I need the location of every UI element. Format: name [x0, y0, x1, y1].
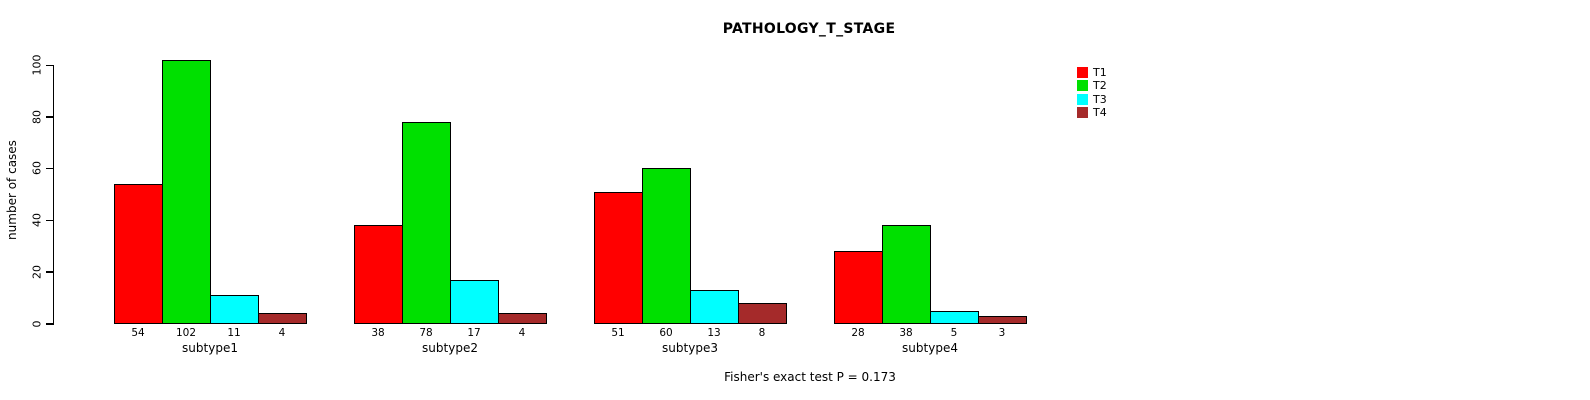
- annotation-text: Fisher's exact test P = 0.173: [724, 370, 896, 384]
- bar-T1-subtype4: [834, 251, 883, 325]
- chart-title: PATHOLOGY_T_STAGE: [722, 21, 896, 37]
- y-tick-label: 20: [30, 264, 44, 279]
- legend: T1 T2 T3 T4: [1077, 67, 1107, 120]
- bar-T3-subtype1: [210, 295, 259, 325]
- legend-item-T4: T4: [1077, 105, 1107, 119]
- y-tick-label: 40: [30, 213, 44, 228]
- bar-T2-subtype4: [882, 225, 931, 325]
- bar-value-label: 5: [950, 327, 958, 339]
- bar-value-label: 54: [131, 327, 145, 339]
- category-label-subtype2: subtype2: [422, 341, 478, 355]
- bar-value-label: 11: [227, 327, 241, 339]
- y-tick: [46, 64, 54, 66]
- legend-label: T1: [1093, 66, 1107, 79]
- category-label-subtype4: subtype4: [902, 341, 958, 355]
- legend-label: T3: [1093, 92, 1107, 106]
- bar-value-label: 78: [419, 327, 433, 339]
- legend-swatch-T3: [1077, 93, 1088, 105]
- y-axis-label: number of cases: [5, 140, 19, 240]
- y-tick: [46, 116, 54, 118]
- bar-value-label: 4: [518, 327, 526, 339]
- bar-T2-subtype3: [642, 168, 691, 325]
- y-axis-line: [52, 65, 54, 325]
- bar-value-label: 13: [707, 327, 721, 339]
- bar-value-label: 8: [758, 327, 766, 339]
- y-tick: [46, 167, 54, 170]
- category-label-subtype1: subtype1: [182, 341, 238, 355]
- bar-T4-subtype2: [498, 313, 547, 325]
- bar-T1-subtype1: [114, 183, 163, 325]
- bar-value-label: 4: [278, 327, 286, 339]
- legend-label: T4: [1093, 105, 1107, 119]
- bar-T3-subtype2: [450, 279, 499, 325]
- y-tick: [46, 271, 54, 273]
- bar-value-label: 60: [659, 327, 673, 339]
- bar-value-label: 28: [851, 327, 865, 339]
- bar-T2-subtype2: [402, 121, 451, 325]
- bar-value-label: 17: [467, 327, 481, 339]
- y-tick-label: 60: [30, 161, 44, 176]
- bar-value-label: 38: [899, 327, 913, 339]
- legend-label: T2: [1093, 79, 1107, 93]
- category-label-subtype3: subtype3: [662, 341, 718, 355]
- bar-value-label: 38: [371, 327, 385, 339]
- legend-item-T3: T3: [1077, 92, 1107, 106]
- bar-value-label: 51: [611, 327, 625, 339]
- bar-T4-subtype1: [258, 313, 307, 325]
- bar-T2-subtype1: [162, 59, 211, 325]
- y-tick-label: 80: [30, 109, 44, 124]
- legend-item-T2: T2: [1077, 79, 1107, 93]
- bar-T4-subtype3: [738, 302, 787, 325]
- bar-value-label: 3: [998, 327, 1006, 339]
- bar-T3-subtype3: [690, 289, 739, 325]
- y-tick-label: 100: [30, 54, 44, 76]
- bar-T3-subtype4: [930, 310, 979, 325]
- bar-T1-subtype2: [354, 225, 403, 325]
- bar-T4-subtype4: [978, 315, 1027, 325]
- legend-swatch-T1: [1077, 67, 1088, 78]
- legend-swatch-T4: [1077, 106, 1088, 118]
- bar-T1-subtype3: [594, 191, 643, 325]
- y-tick: [46, 323, 54, 325]
- y-tick-label: 0: [30, 320, 44, 327]
- legend-swatch-T2: [1077, 80, 1088, 92]
- legend-item-T1: T1: [1077, 67, 1107, 78]
- bar-value-label: 102: [175, 327, 197, 339]
- y-tick: [46, 219, 54, 222]
